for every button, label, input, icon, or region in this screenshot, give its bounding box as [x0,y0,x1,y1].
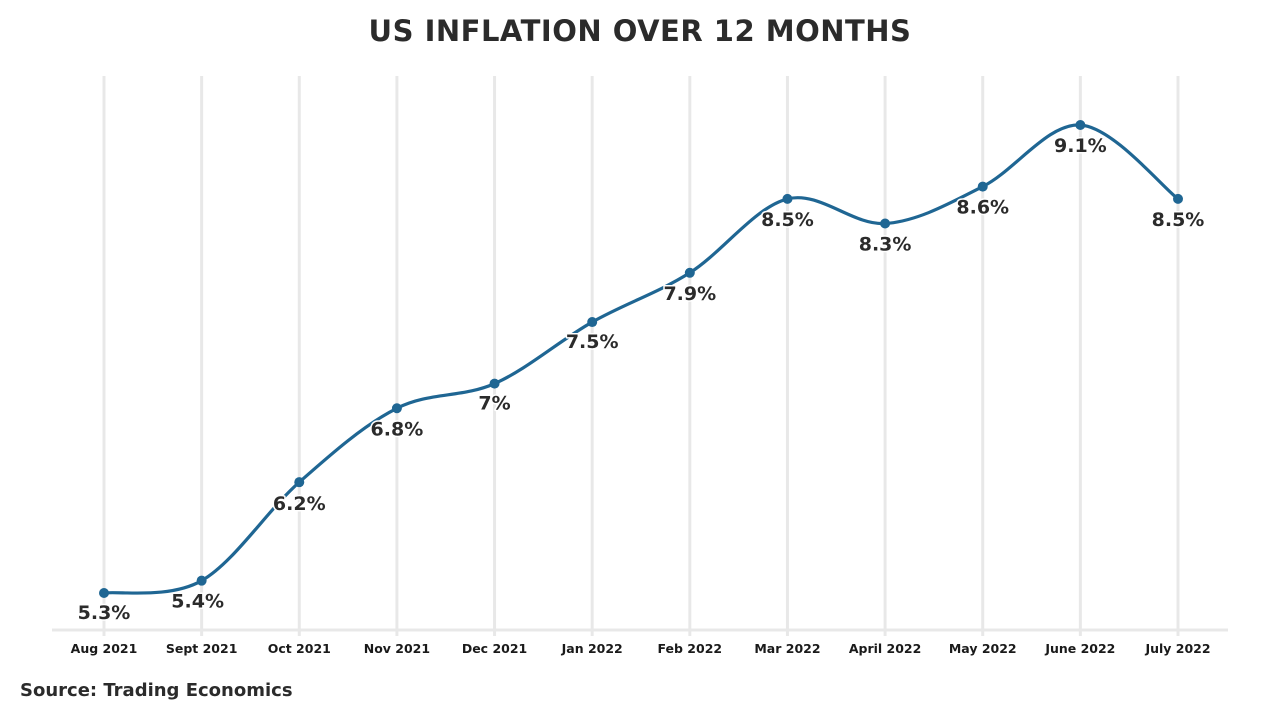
chart-source: Source: Trading Economics [20,680,293,701]
x-tick-label: Jan 2022 [561,641,623,656]
x-axis-ticks: Aug 2021 Sept 2021 Oct 2021 Nov 2021 Dec 202… [71,641,1211,656]
data-point [99,588,109,598]
chart-title: US INFLATION OVER 12 MONTHS [368,14,912,48]
series-layer [102,123,1180,595]
data-label: 8.5% [1152,209,1205,231]
data-point [391,403,402,414]
x-tick-label: Dec 2021 [462,641,527,656]
data-point [489,378,500,389]
data-point [684,267,695,278]
x-tick-label: May 2022 [949,641,1017,656]
data-label: 7% [478,393,510,415]
data-point [1075,120,1086,130]
data-point [782,193,793,204]
x-tick-label: April 2022 [849,641,922,656]
x-tick-label: Feb 2022 [658,641,723,656]
data-label: 8.5% [761,209,814,231]
gridlines [52,76,1228,636]
x-tick-label: Mar 2022 [754,641,820,656]
x-tick-label: Nov 2021 [364,641,430,656]
data-label: 7.9% [663,283,716,305]
data-label: 6.2% [273,493,326,515]
data-label: 8.3% [859,234,912,256]
data-point [587,317,598,328]
data-label: 7.5% [566,331,619,353]
data-label: 5.4% [171,591,224,613]
data-label: 5.3% [78,602,131,624]
data-point [1173,193,1183,204]
data-point [880,218,891,229]
data-point [977,181,988,192]
data-label: 6.8% [371,418,424,440]
x-tick-label: July 2022 [1144,641,1210,656]
data-point [294,477,305,488]
points-layer [99,120,1183,598]
data-label: 8.6% [956,197,1009,219]
data-label: 9.1% [1054,135,1107,157]
x-tick-label: Aug 2021 [71,641,138,656]
x-tick-label: Sept 2021 [166,641,238,656]
x-tick-label: Oct 2021 [268,641,331,656]
data-point [196,575,207,586]
data-labels-layer: 5.3% 5.4% 6.2% 6.8% 7% 7.5% 7.9% 8.5% 8.3% 8.6% 9.… [76,134,1206,626]
series-line [102,123,1180,595]
x-tick-label: June 2022 [1044,641,1115,656]
